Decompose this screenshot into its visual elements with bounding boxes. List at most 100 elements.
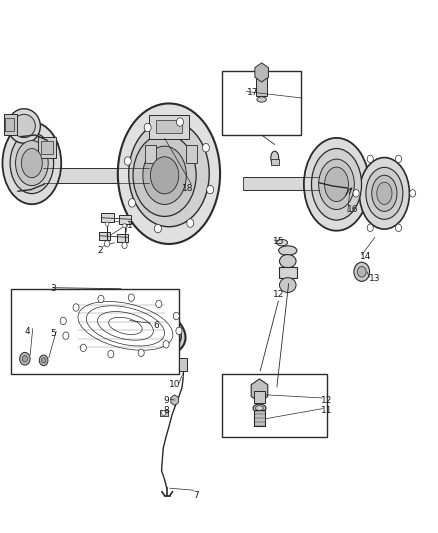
Circle shape [367,224,373,231]
Ellipse shape [359,158,410,229]
Text: 11: 11 [321,406,333,415]
Polygon shape [251,379,268,402]
Ellipse shape [15,141,48,185]
Circle shape [176,327,182,335]
Circle shape [124,157,131,165]
Ellipse shape [3,122,61,204]
Bar [256,72,267,96]
Bar [223,374,327,437]
Bar [279,266,297,278]
Text: 13: 13 [369,273,381,282]
Ellipse shape [8,109,40,143]
Circle shape [73,304,79,311]
Circle shape [20,352,30,365]
Text: 2: 2 [98,246,103,255]
Circle shape [177,118,184,126]
Circle shape [63,332,69,340]
Text: 8: 8 [163,406,169,415]
Circle shape [106,222,109,226]
Ellipse shape [257,97,266,102]
Text: 4: 4 [25,327,30,336]
Ellipse shape [70,297,181,354]
Circle shape [128,294,134,301]
Ellipse shape [372,175,397,212]
Ellipse shape [304,138,369,231]
Text: 9: 9 [163,395,169,405]
Text: 17: 17 [247,88,259,97]
Circle shape [122,242,127,248]
Ellipse shape [277,239,288,246]
Text: 18: 18 [182,183,194,192]
Circle shape [138,349,144,357]
Ellipse shape [143,146,186,205]
Text: 6: 6 [153,321,159,330]
Bar [119,215,131,224]
Circle shape [396,155,402,163]
Text: 15: 15 [273,237,285,246]
Bar [11,289,179,374]
Circle shape [98,295,104,303]
Ellipse shape [21,149,42,177]
Ellipse shape [150,157,179,194]
Polygon shape [171,395,178,406]
Circle shape [202,143,209,152]
Circle shape [173,312,179,320]
Text: 3: 3 [50,284,56,293]
Bar [254,391,265,403]
Ellipse shape [13,114,35,138]
Ellipse shape [271,151,279,165]
Circle shape [357,266,366,277]
Text: 5: 5 [50,329,56,338]
Circle shape [105,240,110,247]
Bar [156,119,182,133]
Bar [180,358,187,372]
Circle shape [396,224,402,231]
Circle shape [410,190,416,197]
Text: 16: 16 [347,205,359,214]
Circle shape [187,219,194,227]
Circle shape [156,300,162,308]
Text: 7: 7 [194,491,199,500]
Bar [243,177,319,190]
Ellipse shape [279,246,297,255]
Bar [43,168,149,183]
Circle shape [60,317,66,325]
Circle shape [353,190,359,197]
Circle shape [128,199,135,207]
Circle shape [162,410,166,416]
Bar [41,141,53,154]
Ellipse shape [133,134,196,216]
Ellipse shape [118,103,220,244]
Bar [254,410,265,425]
Bar [102,213,114,222]
Ellipse shape [57,292,186,360]
Ellipse shape [255,406,263,410]
Bar [271,159,279,165]
Circle shape [354,262,370,281]
Text: 12: 12 [321,395,332,405]
Circle shape [207,185,214,194]
Circle shape [80,344,86,352]
Ellipse shape [253,404,266,412]
Circle shape [163,341,169,348]
Ellipse shape [366,167,403,219]
Text: 10: 10 [169,379,180,389]
Bar [160,410,168,416]
Bar [186,144,197,163]
Circle shape [42,358,46,363]
Ellipse shape [325,167,349,201]
Circle shape [144,123,151,132]
Circle shape [123,223,126,228]
Text: 12: 12 [273,289,285,298]
Bar [145,144,156,163]
Bar [149,115,188,139]
Bar [4,114,17,135]
Text: 1: 1 [127,221,133,230]
Bar [117,233,127,241]
Bar [39,136,56,158]
Circle shape [108,350,114,358]
Ellipse shape [279,278,296,293]
Ellipse shape [279,255,296,268]
Circle shape [39,355,48,366]
Ellipse shape [129,120,209,227]
